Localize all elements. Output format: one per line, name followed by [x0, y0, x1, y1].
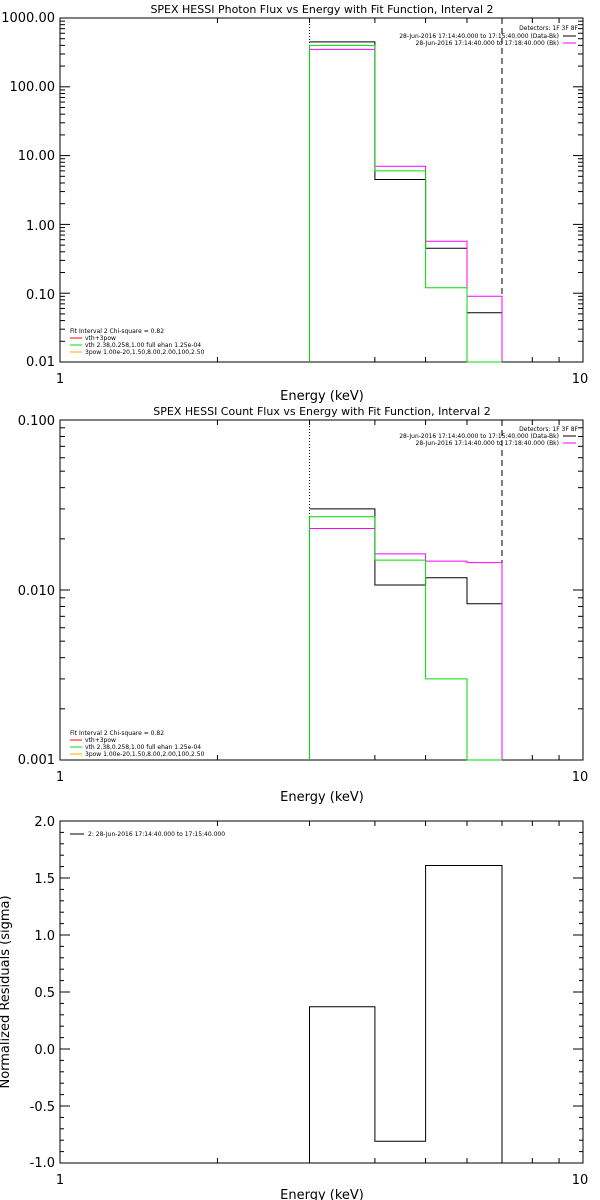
count-legend-header: Detectors: 1F 3F 8F — [519, 426, 578, 433]
photon-y-tick-label: 10.00 — [18, 149, 55, 164]
photon-legend-entry-data: 28-Jun-2016 17:14:40.000 to 17:15:40.000… — [399, 33, 559, 40]
photon-y-ticks: 1000.00 100.00 10.00 1.00 0.10 0.01 — [1, 11, 55, 370]
photon-y-tick-label: 1.00 — [26, 219, 55, 234]
residuals-x-tick-label: 10 — [572, 1173, 589, 1188]
photon-plot-frame — [59, 17, 584, 363]
residuals-y-tick-label: 2.0 — [34, 815, 55, 830]
count-panel: SPEX HESSI Count Flux vs Energy with Fit… — [18, 405, 588, 805]
count-marks — [59, 419, 584, 761]
count-fit-entry-3pow: 3pow 1.00e-20,1.50,8.00,2.00,100,2.50 — [85, 751, 205, 758]
count-fit-entry-total: vth+3pow — [85, 737, 116, 744]
count-chart-title: SPEX HESSI Count Flux vs Energy with Fit… — [153, 405, 490, 418]
residuals-y-tick-label: 0.5 — [34, 986, 55, 1001]
count-legend-top: Detectors: 1F 3F 8F 28-Jun-2016 17:14:40… — [399, 426, 578, 447]
photon-legend-top: Detectors: 1F 3F 8F 28-Jun-2016 17:14:40… — [399, 25, 578, 47]
photon-y-tick-label: 1000.00 — [1, 11, 55, 26]
photon-panel: SPEX HESSI Photon Flux vs Energy with Fi… — [1, 3, 588, 404]
photon-x-tick-label: 10 — [572, 372, 589, 387]
count-fit-entry-vth: vth 2.38,0.258,1.00 full ehan 1.25e-04 — [85, 744, 201, 751]
photon-y-tick-label: 0.01 — [26, 355, 55, 370]
residuals-marks — [59, 820, 584, 1164]
photon-legend-entry-bk: 28-Jun-2016 17:14:40.000 to 17:18:40.000… — [416, 40, 559, 47]
photon-legend-header: Detectors: 1F 3F 8F — [519, 25, 578, 32]
photon-chart-title: SPEX HESSI Photon Flux vs Energy with Fi… — [150, 3, 493, 16]
residuals-panel: 2.0 1.5 1.0 0.5 0.0 -0.5 -1.0 1 10 Energ… — [0, 815, 588, 1200]
series-resid-step — [309, 865, 503, 1163]
count-y-tick-label: 0.010 — [18, 584, 55, 599]
residuals-y-tick-label: -0.5 — [30, 1100, 55, 1115]
count-legend-entry-bk: 28-Jun-2016 17:14:40.000 to 17:18:40.000… — [416, 440, 559, 447]
count-y-tick-label: 0.001 — [18, 753, 55, 768]
count-x-tick-label: 1 — [56, 770, 64, 785]
series-fit_green-step — [309, 44, 502, 363]
residuals-y-tick-label: 1.5 — [34, 872, 55, 887]
photon-marks — [59, 17, 584, 363]
count-x-tick-label: 10 — [572, 770, 589, 785]
photon-fit-entry-3pow: 3pow 1.00e-20,1.50,8.00,2.00,100,2.50 — [85, 349, 205, 356]
photon-fit-header: Fit Interval 2 Chi-square = 0.82 — [70, 328, 164, 335]
photon-fit-entry-vth: vth 2.38,0.258,1.00 full ehan 1.25e-04 — [85, 342, 201, 349]
residuals-y-tick-label: 0.0 — [34, 1043, 55, 1058]
residuals-x-tick-label: 1 — [56, 1173, 64, 1188]
photon-x-tick-label: 1 — [56, 372, 64, 387]
count-legend-fit: Fit Interval 2 Chi-square = 0.82 vth+3po… — [70, 730, 205, 758]
photon-legend-fit: Fit Interval 2 Chi-square = 0.82 vth+3po… — [70, 328, 205, 356]
residuals-y-tick-label: 1.0 — [34, 929, 55, 944]
series-fit_green-step — [309, 516, 502, 761]
count-fit-header: Fit Interval 2 Chi-square = 0.82 — [70, 730, 164, 737]
photon-y-tick-label: 100.00 — [10, 80, 56, 95]
count-legend-entry-data: 28-Jun-2016 17:14:40.000 to 17:15:40.000… — [399, 433, 559, 440]
residuals-x-axis-label: Energy (keV) — [280, 1188, 364, 1200]
count-y-tick-label: 0.100 — [18, 414, 55, 429]
photon-x-axis-label: Energy (keV) — [280, 389, 364, 404]
residuals-legend: 2: 28-Jun-2016 17:14:40.000 to 17:15:40.… — [70, 831, 225, 838]
count-x-axis-label: Energy (keV) — [280, 790, 364, 805]
residuals-legend-entry: 2: 28-Jun-2016 17:14:40.000 to 17:15:40.… — [88, 831, 225, 838]
residuals-y-tick-label: -1.0 — [30, 1156, 55, 1171]
photon-fit-entry-total: vth+3pow — [85, 335, 116, 342]
residuals-y-axis-label: Normalized Residuals (sigma) — [0, 895, 13, 1088]
photon-y-tick-label: 0.10 — [26, 288, 55, 303]
